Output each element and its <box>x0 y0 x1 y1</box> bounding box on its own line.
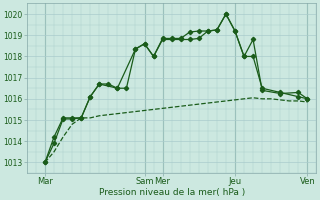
X-axis label: Pression niveau de la mer( hPa ): Pression niveau de la mer( hPa ) <box>99 188 245 197</box>
